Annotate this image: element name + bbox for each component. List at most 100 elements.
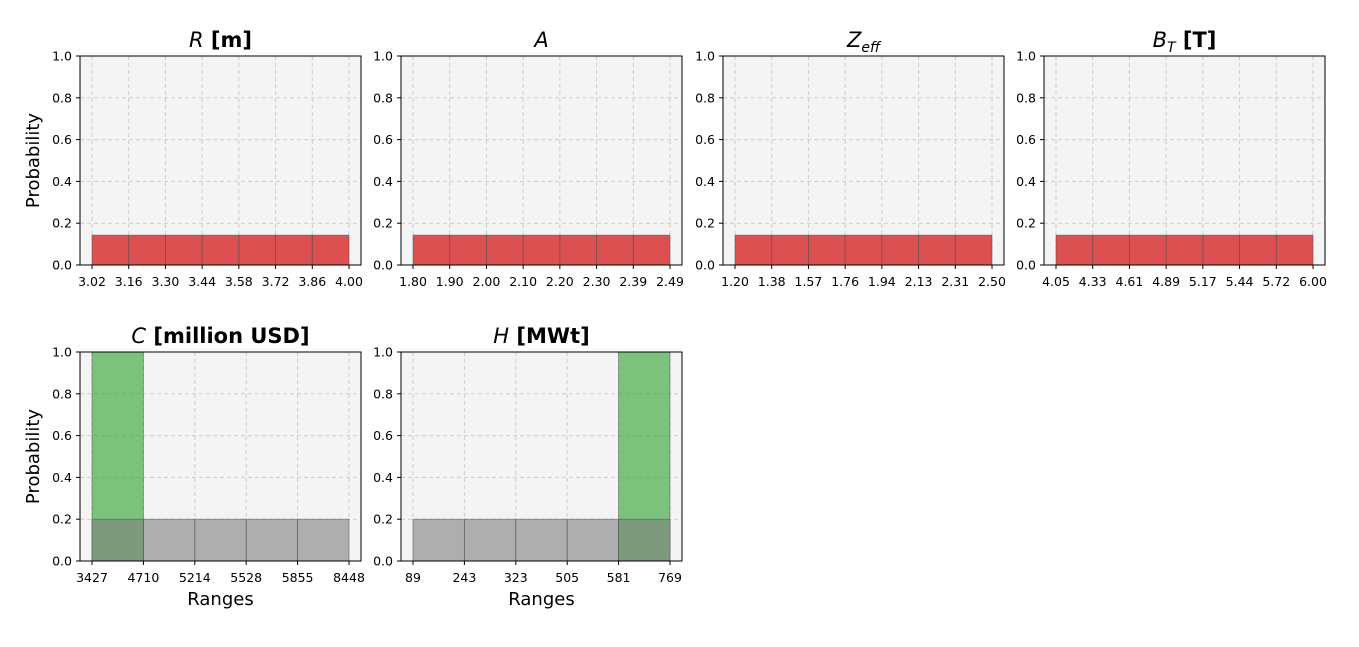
x-tick-label: 6.00 — [1299, 274, 1327, 289]
y-tick-label: 0.6 — [52, 132, 72, 147]
bar-series1-bin1 — [734, 234, 773, 266]
x-tick-label: 1.38 — [758, 274, 786, 289]
y-tick-label: 0.8 — [52, 90, 72, 105]
y-tick-label: 0.2 — [373, 512, 393, 527]
x-tick-label: 89 — [405, 570, 421, 585]
y-tick-label: 0.0 — [1016, 258, 1036, 273]
x-tick-label: 2.10 — [509, 274, 537, 289]
bar-series2-bin4 — [566, 518, 620, 562]
bar-series1-bin4 — [201, 234, 240, 266]
subplot-title: BT [T] — [1153, 28, 1217, 56]
y-tick-label: 1.0 — [52, 345, 72, 360]
y-tick-label: 0.2 — [1016, 216, 1036, 231]
axes-frame — [1043, 55, 1326, 266]
axes-frame — [722, 55, 1005, 266]
x-tick-label: 5.17 — [1189, 274, 1217, 289]
y-tick-label: 0.6 — [373, 428, 393, 443]
x-tick-label: 2.20 — [546, 274, 574, 289]
x-tick-label: 1.94 — [868, 274, 896, 289]
axes-frame — [79, 55, 362, 266]
bar-series1-bin7 — [954, 234, 993, 266]
title-unit: [MWt] — [509, 324, 590, 348]
bar-series1-bin5 — [881, 234, 919, 266]
x-axis-label: Ranges — [187, 589, 253, 610]
bar-series1-bin2 — [128, 234, 166, 266]
bar-series2-bin3 — [515, 518, 568, 562]
y-tick-label: 0.6 — [373, 132, 393, 147]
y-tick-label: 0.4 — [373, 470, 393, 485]
bar-series1-bin4 — [522, 234, 561, 266]
x-tick-label: 2.31 — [941, 274, 969, 289]
bar-series2-bin4 — [245, 518, 298, 562]
bar-series1-bin4 — [1165, 234, 1204, 266]
axes-frame — [400, 351, 683, 562]
y-tick-label: 1.0 — [373, 345, 393, 360]
bar-series1-bin5 — [559, 234, 597, 266]
x-tick-label: 1.57 — [795, 274, 823, 289]
title-symbol: B — [1153, 28, 1167, 52]
x-tick-label: 2.30 — [583, 274, 611, 289]
x-tick-label: 581 — [607, 570, 631, 585]
bar-series1-bin2 — [449, 234, 487, 266]
y-tick-label: 0.4 — [373, 174, 393, 189]
axes-frame — [79, 351, 362, 562]
x-tick-label: 5214 — [179, 570, 211, 585]
x-tick-label: 2.13 — [905, 274, 933, 289]
y-tick-label: 0.4 — [1016, 174, 1036, 189]
bar-series1-bin7 — [632, 234, 671, 266]
subplot-3: 0.0 0.2 0.4 0.6 0.8 1.0 1.20 1.38 1.57 1.76 1.94 2.… — [695, 28, 1006, 289]
subplot-title: R [m] — [189, 28, 252, 52]
bar-series1-bin3 — [808, 234, 846, 266]
x-tick-label: 4.61 — [1116, 274, 1144, 289]
subplot-1: 0.0 0.2 0.4 0.6 0.8 1.0 3.02 3.16 3.30 3.44 3.58 3.… — [23, 28, 363, 289]
x-tick-label: 5528 — [230, 570, 262, 585]
y-tick-label: 0.0 — [52, 554, 72, 569]
bar-series1-bin3 — [165, 234, 203, 266]
title-symbol: A — [532, 28, 548, 52]
y-tick-label: 0.8 — [52, 386, 72, 401]
bar-series1-bin3 — [486, 234, 524, 266]
x-tick-label: 323 — [504, 570, 528, 585]
bar-series1-bin2 — [771, 234, 809, 266]
y-tick-label: 0.8 — [373, 90, 393, 105]
y-tick-label: 0.2 — [695, 216, 715, 231]
bar-series1-bin3 — [1129, 234, 1167, 266]
axes-frame — [400, 55, 683, 266]
bar-series1-bin5 — [238, 234, 276, 266]
x-tick-label: 3.72 — [262, 274, 290, 289]
subplot-4: 0.0 0.2 0.4 0.6 0.8 1.0 4.05 4.33 4.61 4.89 5.17 5.… — [1016, 28, 1327, 289]
x-tick-label: 5855 — [282, 570, 314, 585]
x-tick-label: 5.72 — [1262, 274, 1290, 289]
title-symbol: R — [189, 28, 204, 52]
y-tick-label: 0.0 — [52, 258, 72, 273]
y-tick-label: 0.2 — [52, 216, 72, 231]
x-tick-label: 2.00 — [473, 274, 501, 289]
x-tick-label: 8448 — [333, 570, 365, 585]
bar-series2-bin5 — [297, 518, 350, 562]
x-tick-label: 3.02 — [78, 274, 106, 289]
bar-series2-bin2 — [463, 518, 517, 562]
x-tick-label: 243 — [452, 570, 476, 585]
title-symbol: H — [493, 324, 509, 348]
bar-series1-bin2 — [1092, 234, 1130, 266]
x-tick-label: 1.76 — [831, 274, 859, 289]
y-tick-label: 0.6 — [52, 428, 72, 443]
x-tick-label: 1.90 — [436, 274, 464, 289]
x-tick-label: 4.00 — [335, 274, 363, 289]
y-tick-label: 0.0 — [373, 258, 393, 273]
bar-series1-bin1 — [412, 234, 451, 266]
x-tick-label: 1.80 — [399, 274, 427, 289]
x-tick-label: 3.16 — [115, 274, 143, 289]
subplot-6: 0.0 0.2 0.4 0.6 0.8 1.0 89 243 323 505 581 769 H [MW… — [373, 324, 683, 610]
title-unit: [T] — [1176, 28, 1217, 52]
y-tick-label: 0.6 — [695, 132, 715, 147]
x-tick-label: 4710 — [127, 570, 159, 585]
y-tick-label: 0.2 — [52, 512, 72, 527]
y-tick-label: 0.0 — [695, 258, 715, 273]
y-axis-label: Probability — [23, 409, 44, 504]
y-tick-label: 1.0 — [1016, 49, 1036, 64]
axes-background — [80, 56, 361, 265]
subplot-2: 0.0 0.2 0.4 0.6 0.8 1.0 1.80 1.90 2.00 2.10 2.20 2.… — [373, 28, 684, 289]
title-symbol: Z — [846, 28, 862, 52]
